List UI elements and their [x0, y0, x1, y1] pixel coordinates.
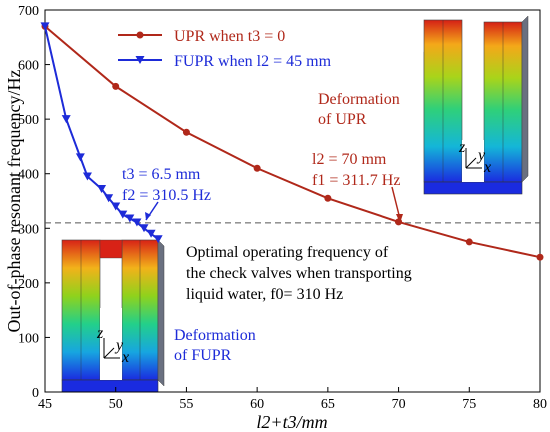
x-tick-label: 60	[250, 397, 264, 412]
legend-fupr: FUPR when l2 = 45 mm	[174, 53, 332, 70]
series-1-point	[82, 172, 92, 181]
optimal-line3: liquid water, f0= 310 Hz	[186, 286, 343, 303]
y-axis-title: Out-of-phase resonant frequency/Hz	[4, 70, 24, 333]
y-tick-label: 200	[18, 277, 39, 292]
series-0-point	[182, 128, 190, 136]
fupr-annotation-f: f2 = 310.5 Hz	[122, 187, 211, 204]
legend-upr: UPR when t3 = 0	[174, 28, 285, 45]
series-line-0	[44, 25, 541, 259]
y-tick-label: 600	[18, 59, 39, 74]
x-tick-label: 45	[38, 397, 52, 412]
series-1-point	[97, 184, 107, 193]
fupr-annotation-t: t3 = 6.5 mm	[122, 166, 201, 183]
x-axis-title: l2+t3/mm	[256, 412, 327, 432]
series-1-point	[146, 229, 156, 238]
series-0-point	[536, 253, 544, 261]
upr-arrow	[391, 186, 401, 220]
series-0-point	[112, 82, 120, 90]
series-1-point	[139, 224, 149, 233]
x-tick-label: 65	[321, 397, 335, 412]
series-1-point	[111, 202, 121, 211]
y-tick-label: 300	[18, 222, 39, 237]
deformation-fupr-line1: Deformation	[174, 327, 256, 344]
y-tick-label: 0	[32, 386, 39, 401]
series-1-point	[118, 210, 128, 219]
series-1-point	[104, 194, 114, 203]
series-1-point	[132, 218, 142, 227]
svg-text:y: y	[114, 337, 124, 354]
series-0-point	[253, 164, 261, 172]
x-tick-label: 70	[392, 397, 406, 412]
deformation-upr-line2: of UPR	[318, 111, 367, 128]
axis-ticks: 45 50 55 60 65 70 75 80 0 100 200 300 400 500 600 700	[18, 4, 547, 412]
series-1-point	[125, 214, 135, 223]
svg-text:z: z	[458, 139, 466, 156]
plot-frame	[44, 9, 541, 393]
optimal-line1: Optimal operating frequency of	[186, 244, 389, 261]
legend: UPR when t3 = 0 FUPR when l2 = 45 mm	[118, 28, 332, 70]
svg-text:x: x	[483, 159, 491, 176]
deformation-upr-line1: Deformation	[318, 91, 400, 108]
svg-text:x: x	[121, 349, 129, 366]
x-tick-label: 75	[462, 397, 476, 412]
deformation-fupr-line2: of FUPR	[174, 347, 232, 364]
series-1-point	[153, 235, 163, 244]
x-tick-label: 50	[109, 397, 123, 412]
svg-text:y: y	[476, 147, 486, 164]
deformation-fupr-image: z y x	[61, 239, 165, 393]
series-1-point	[75, 153, 85, 162]
svg-text:z: z	[96, 325, 104, 342]
series-1-point	[40, 22, 50, 31]
y-tick-label: 700	[18, 4, 39, 19]
upr-annotation-l: l2 = 70 mm	[312, 151, 387, 168]
series-0-point	[324, 194, 332, 202]
deformation-upr-image: z y x	[423, 15, 529, 195]
x-tick-label: 55	[179, 397, 193, 412]
optimal-line2: the check valves when transporting	[186, 265, 412, 282]
series-0-point	[465, 238, 473, 246]
x-tick-label: 80	[533, 397, 547, 412]
series-1-point	[61, 115, 71, 124]
y-tick-label: 100	[18, 331, 39, 346]
y-tick-label: 400	[18, 168, 39, 183]
y-tick-label: 500	[18, 113, 39, 128]
upr-annotation-f: f1 = 311.7 Hz	[312, 172, 400, 189]
